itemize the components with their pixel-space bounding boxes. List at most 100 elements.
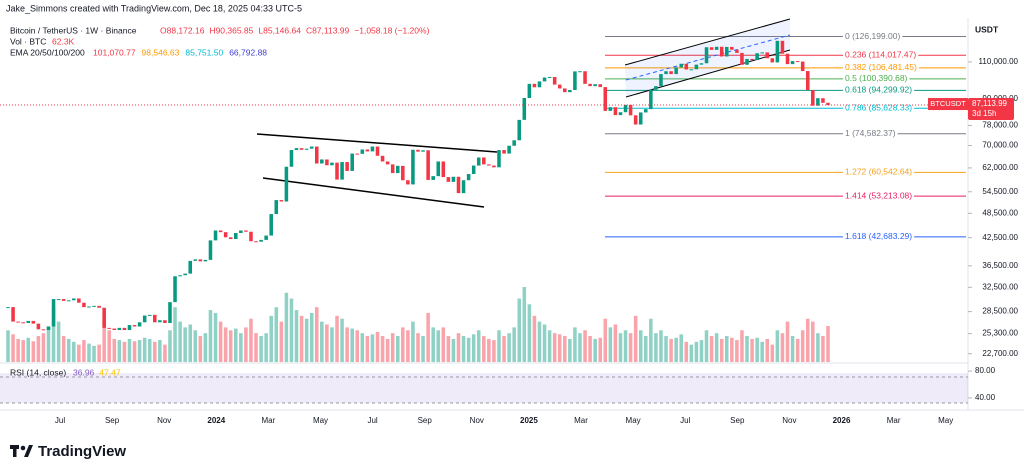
candle bbox=[36, 323, 41, 330]
volume-bar bbox=[618, 333, 623, 362]
candle bbox=[790, 61, 795, 65]
candle bbox=[213, 230, 218, 241]
volume-bar bbox=[345, 327, 349, 362]
volume-bar bbox=[21, 340, 25, 362]
candle bbox=[380, 155, 385, 162]
candle bbox=[547, 76, 552, 78]
volume-bar bbox=[355, 330, 360, 362]
candle bbox=[476, 157, 481, 166]
candle bbox=[694, 64, 699, 70]
fib-label: 1.272 (60,542.64) bbox=[845, 167, 912, 177]
candle bbox=[780, 40, 785, 54]
volume-bar bbox=[51, 307, 56, 362]
last-price-label: 87,113.99 bbox=[972, 99, 1008, 108]
ohlc-legend: O88,172.16 H90,365.85 L85,146.64 C87,113.99… bbox=[160, 25, 430, 35]
volume-bar bbox=[482, 336, 486, 362]
volume-bar bbox=[659, 330, 663, 362]
candle bbox=[208, 240, 213, 260]
candle bbox=[72, 298, 76, 301]
volume-bar bbox=[26, 337, 31, 362]
volume-bar bbox=[714, 333, 719, 362]
candle bbox=[193, 259, 198, 261]
candle bbox=[269, 214, 273, 236]
candle bbox=[426, 150, 430, 180]
volume-bar bbox=[264, 333, 268, 362]
candle bbox=[507, 145, 511, 154]
candle bbox=[183, 273, 187, 276]
volume-bar bbox=[800, 330, 805, 362]
volume-bar bbox=[279, 321, 284, 362]
volume-bar bbox=[208, 310, 213, 362]
volume-bar bbox=[669, 338, 673, 362]
volume-bar bbox=[16, 338, 20, 362]
candle bbox=[107, 327, 112, 329]
volume-bar bbox=[724, 336, 729, 362]
volume-bar bbox=[97, 344, 101, 362]
volume-bar bbox=[502, 336, 506, 362]
volume-bar bbox=[325, 324, 329, 362]
volume-bar bbox=[239, 333, 243, 362]
candle bbox=[294, 148, 299, 151]
x-tick-label: Jul bbox=[55, 416, 65, 425]
ema-value: 66,792.88 bbox=[229, 47, 267, 57]
candle bbox=[350, 153, 354, 171]
candle bbox=[249, 231, 253, 242]
volume-bar bbox=[416, 333, 420, 362]
candle bbox=[618, 112, 623, 116]
candle bbox=[709, 47, 714, 50]
axis-unit: USDT bbox=[975, 24, 999, 34]
candle bbox=[482, 157, 486, 165]
volume-bar bbox=[583, 330, 587, 362]
volume-bar bbox=[709, 336, 714, 362]
volume-bar bbox=[644, 336, 648, 362]
candle bbox=[153, 314, 157, 323]
ohlc-value: H90,365.85 bbox=[209, 25, 253, 35]
volume-bar bbox=[446, 336, 451, 362]
candle bbox=[770, 58, 775, 63]
candle bbox=[689, 69, 694, 71]
candle bbox=[289, 150, 294, 167]
candle bbox=[805, 71, 810, 91]
volume-bar bbox=[750, 338, 754, 362]
x-tick-label: Jul bbox=[367, 416, 377, 425]
x-tick-label: Jul bbox=[680, 416, 690, 425]
candle bbox=[102, 307, 106, 328]
candle bbox=[441, 161, 446, 178]
volume-bar bbox=[390, 333, 395, 362]
candle bbox=[188, 260, 192, 274]
volume-bar bbox=[228, 330, 233, 362]
volume-bar bbox=[755, 337, 759, 362]
volume-bar bbox=[183, 327, 187, 362]
candle bbox=[203, 259, 208, 262]
y-tick-label: 70,000.00 bbox=[982, 141, 1018, 150]
volume-bar bbox=[335, 315, 339, 362]
volume-bar bbox=[365, 336, 370, 362]
candle bbox=[325, 159, 329, 166]
bar-countdown: 3d 15h bbox=[972, 109, 996, 118]
volume-bar bbox=[274, 307, 279, 362]
candle bbox=[735, 49, 739, 53]
volume-bar bbox=[568, 338, 572, 362]
trendline bbox=[256, 133, 498, 153]
candle bbox=[765, 52, 770, 59]
candle bbox=[431, 176, 435, 180]
candle bbox=[461, 180, 466, 194]
candle bbox=[421, 150, 425, 152]
candle bbox=[654, 86, 658, 90]
fib-label: 0.618 (94,299.92) bbox=[845, 85, 912, 95]
candle bbox=[92, 305, 96, 307]
candle bbox=[633, 115, 638, 125]
volume-bar bbox=[816, 333, 820, 362]
candle bbox=[583, 71, 587, 84]
volume-bar bbox=[117, 340, 122, 362]
volume-bar bbox=[689, 344, 694, 362]
x-tick-label: Sep bbox=[418, 416, 433, 425]
volume-bar bbox=[178, 321, 182, 362]
y-tick-label: 25,300.00 bbox=[982, 329, 1018, 338]
volume-bar bbox=[704, 330, 709, 362]
candle bbox=[168, 302, 172, 323]
symbol-title: Bitcoin / TetherUS · 1W · Binance bbox=[10, 25, 137, 35]
candle bbox=[512, 140, 516, 146]
y-tick-label: 54,500.00 bbox=[982, 187, 1018, 196]
candle bbox=[578, 71, 582, 73]
